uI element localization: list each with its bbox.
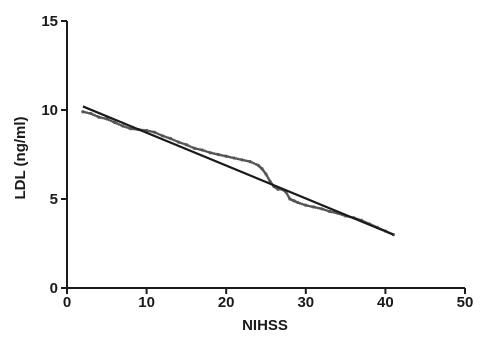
data-point xyxy=(163,135,166,138)
x-axis-title: NIHSS xyxy=(242,317,288,334)
data-point xyxy=(197,147,200,151)
x-tick-label: 10 xyxy=(138,294,155,311)
data-points xyxy=(81,110,395,237)
data-point xyxy=(109,119,113,122)
data-point xyxy=(189,145,192,148)
data-point xyxy=(85,111,89,114)
data-point xyxy=(181,142,184,145)
data-point xyxy=(187,144,190,147)
data-point xyxy=(149,130,152,133)
data-point xyxy=(212,152,216,155)
data-point xyxy=(324,208,328,212)
data-point xyxy=(155,131,158,135)
data-point xyxy=(228,155,232,159)
y-tick-label: 15 xyxy=(41,13,58,30)
data-point xyxy=(218,153,222,157)
data-point xyxy=(250,161,254,164)
data-point xyxy=(244,159,248,163)
axes: 0 10 20 30 40 50 0 5 10 15 xyxy=(41,13,473,311)
data-point xyxy=(129,127,133,131)
data-point xyxy=(115,122,119,125)
data-point xyxy=(308,204,312,208)
data-point xyxy=(205,150,208,153)
data-point xyxy=(252,162,256,165)
data-point xyxy=(171,138,174,141)
y-tick-label: 10 xyxy=(41,102,58,119)
data-point xyxy=(157,132,160,136)
data-point xyxy=(322,208,326,211)
data-point xyxy=(147,129,150,133)
fit-line xyxy=(82,105,394,236)
data-point xyxy=(306,204,310,207)
data-point xyxy=(101,116,105,120)
y-tick-label: 5 xyxy=(50,191,58,208)
data-point xyxy=(242,158,246,162)
data-point xyxy=(314,206,318,209)
data-point xyxy=(173,138,176,142)
x-tick-label: 0 xyxy=(63,294,71,311)
data-point xyxy=(117,122,121,126)
data-point xyxy=(203,149,206,153)
data-point xyxy=(236,157,240,161)
data-point xyxy=(220,154,224,157)
data-point xyxy=(298,201,302,205)
data-point xyxy=(195,147,198,151)
data-point xyxy=(332,211,335,214)
data-point xyxy=(234,157,238,160)
data-point xyxy=(300,202,304,206)
fit-line-layer xyxy=(82,105,394,236)
data-point xyxy=(316,206,320,210)
x-tick-label: 40 xyxy=(377,294,394,311)
x-tick-label: 20 xyxy=(218,294,235,311)
data-point xyxy=(330,210,333,214)
y-tick-label: 0 xyxy=(50,280,58,297)
data-point xyxy=(91,113,95,116)
data-point xyxy=(107,118,111,122)
x-tick-label: 50 xyxy=(457,294,474,311)
data-point xyxy=(83,110,87,114)
x-tick-label: 30 xyxy=(297,294,314,311)
data-point xyxy=(99,116,103,119)
y-axis-title: LDL (ng/ml) xyxy=(12,116,29,199)
data-point xyxy=(210,151,214,155)
data-point xyxy=(123,125,127,128)
data-point xyxy=(179,141,182,145)
data-point xyxy=(226,155,230,159)
data-point xyxy=(165,135,168,139)
data-point xyxy=(93,114,97,117)
data-point xyxy=(125,126,128,129)
